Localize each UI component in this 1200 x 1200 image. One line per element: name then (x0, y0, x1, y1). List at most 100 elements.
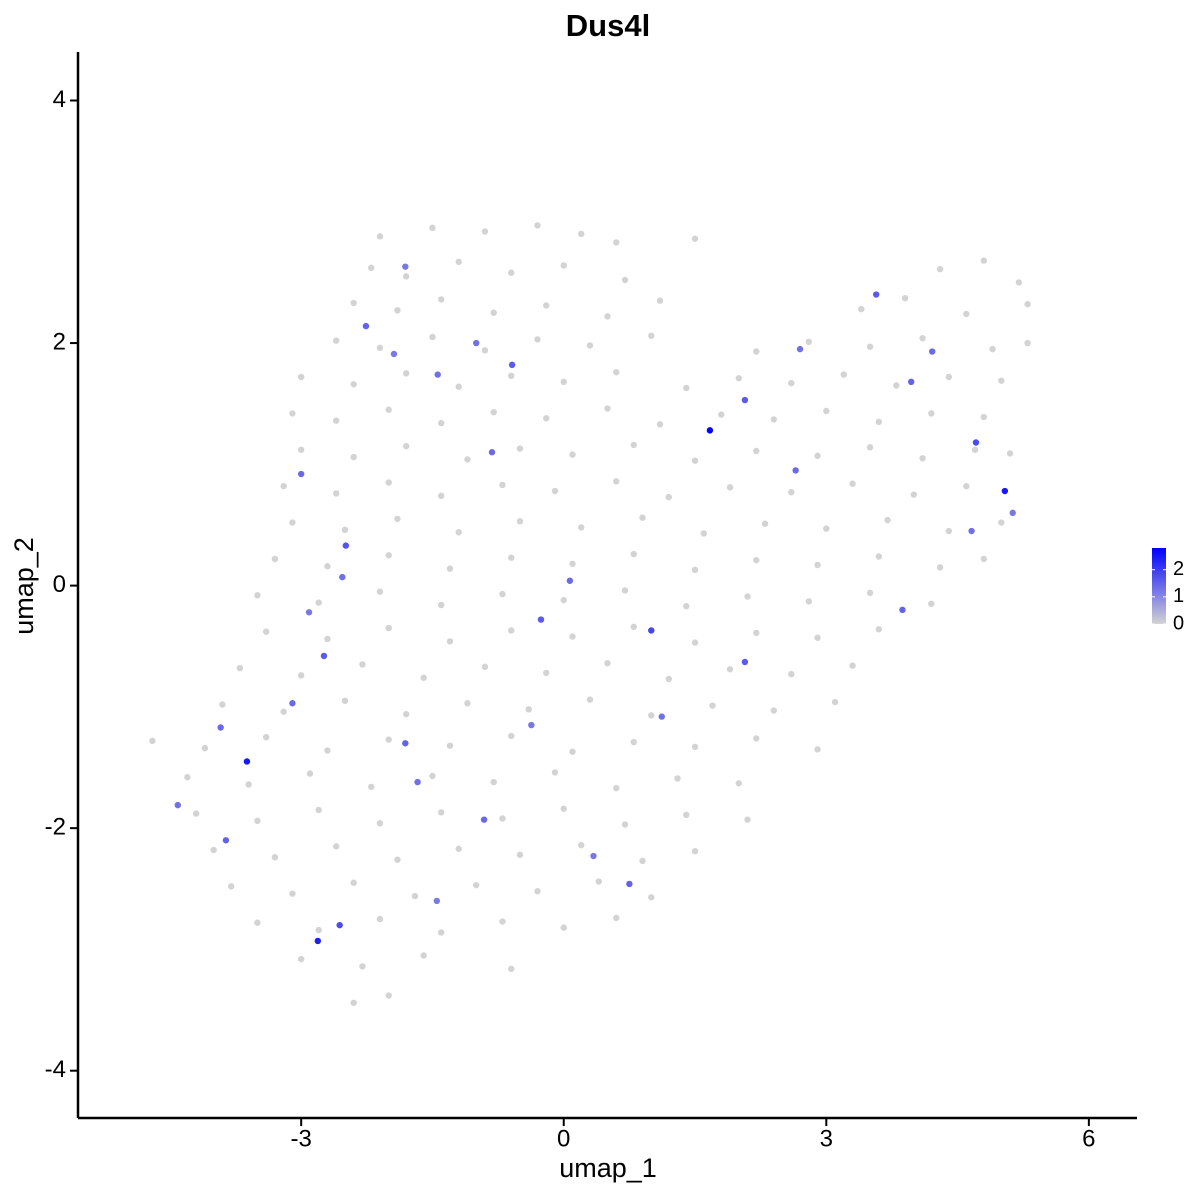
point (390, 350, 398, 358)
point (741, 658, 749, 666)
point (560, 924, 567, 931)
point (929, 348, 936, 355)
point (473, 881, 480, 889)
point (306, 770, 314, 777)
point (227, 883, 235, 890)
point (968, 527, 975, 535)
point (315, 599, 322, 606)
point (691, 566, 699, 574)
point (420, 952, 427, 959)
point (528, 721, 535, 729)
x-tick-label: -3 (291, 1125, 312, 1152)
point (434, 371, 441, 378)
point (403, 370, 410, 377)
point (262, 733, 270, 741)
point (376, 344, 384, 352)
point (385, 992, 392, 999)
point (814, 634, 821, 641)
point (604, 313, 611, 320)
point (403, 710, 410, 718)
point (488, 449, 496, 456)
point (315, 806, 322, 814)
point (464, 456, 471, 463)
point (735, 375, 742, 382)
point (792, 467, 799, 474)
point (674, 775, 681, 782)
point (849, 480, 856, 487)
point (566, 577, 574, 584)
point (893, 382, 900, 389)
point (998, 519, 1005, 526)
legend-tick-label: 0 (1173, 612, 1184, 634)
point (289, 890, 296, 897)
point (899, 606, 906, 614)
point (753, 735, 760, 742)
point (700, 530, 707, 537)
point (691, 847, 699, 855)
point (481, 347, 489, 354)
point (490, 309, 497, 316)
point (320, 652, 328, 660)
point (271, 555, 279, 563)
point (394, 856, 401, 863)
point (691, 639, 699, 646)
point (630, 623, 637, 631)
point (936, 265, 944, 273)
point (626, 880, 633, 888)
point (499, 481, 506, 489)
point (455, 258, 462, 266)
point (499, 815, 506, 822)
point (508, 554, 515, 561)
point (394, 515, 401, 523)
point (753, 556, 760, 564)
y-tick-label: 4 (53, 86, 66, 113)
point (613, 478, 620, 485)
point (586, 342, 594, 349)
point (455, 383, 462, 390)
point (289, 700, 296, 707)
point (481, 228, 489, 235)
point (429, 772, 436, 780)
point (706, 427, 714, 434)
point (604, 405, 611, 412)
point (280, 482, 287, 490)
point (376, 233, 384, 240)
point (1024, 339, 1031, 347)
y-tick-label: -4 (45, 1056, 66, 1083)
legend-tick-label: 2 (1173, 558, 1184, 580)
point (254, 817, 261, 825)
point (741, 396, 749, 404)
point (217, 724, 224, 731)
point (508, 269, 515, 276)
point (604, 660, 611, 667)
point (551, 769, 559, 776)
x-tick-label: 0 (557, 1125, 570, 1152)
point (683, 603, 690, 610)
point (560, 596, 567, 604)
point (788, 670, 795, 678)
point (184, 774, 191, 781)
point (907, 378, 915, 386)
point (332, 417, 340, 424)
point (788, 379, 795, 387)
chart-title: Dus4l (566, 8, 650, 43)
y-tick-label: -2 (45, 813, 66, 840)
y-tick-label: 0 (53, 571, 66, 598)
point (735, 780, 742, 787)
point (499, 590, 506, 598)
point (289, 519, 296, 526)
point (543, 302, 550, 309)
point (560, 378, 567, 386)
point (367, 783, 375, 791)
point (433, 897, 441, 905)
point (1009, 509, 1016, 517)
point (359, 963, 366, 970)
point (297, 672, 305, 679)
point (648, 332, 655, 339)
x-axis-label: umap_1 (559, 1153, 657, 1183)
point (595, 878, 602, 885)
point (980, 413, 988, 421)
point (884, 516, 891, 524)
point (928, 410, 935, 417)
point (560, 262, 567, 269)
